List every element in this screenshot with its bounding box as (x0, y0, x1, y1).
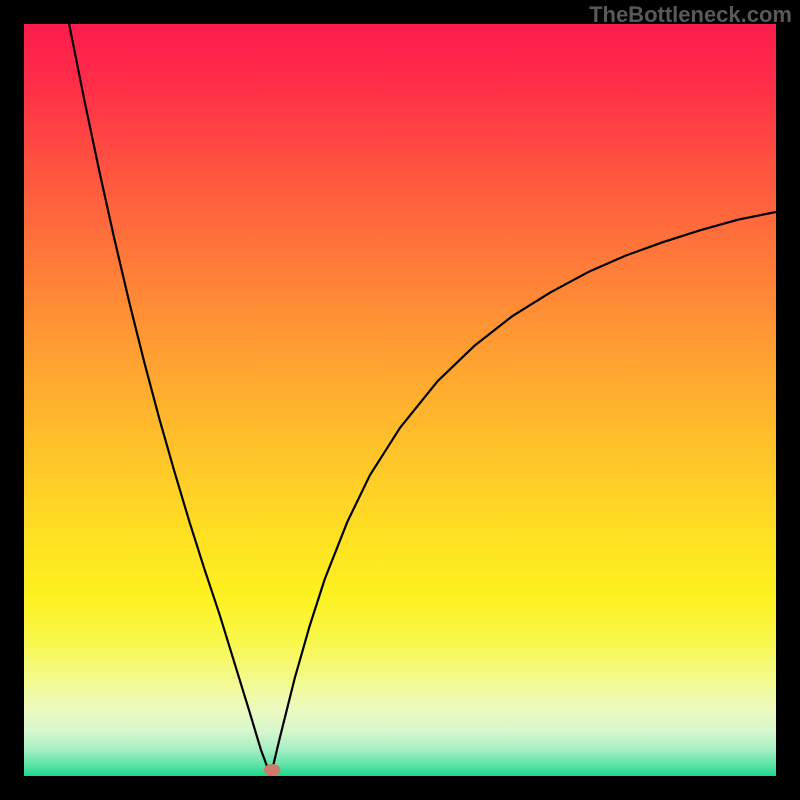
bottleneck-chart (0, 0, 800, 800)
chart-container: TheBottleneck.com (0, 0, 800, 800)
optimal-point-marker (264, 764, 281, 776)
watermark-text: TheBottleneck.com (589, 2, 792, 28)
plot-background (24, 24, 776, 776)
